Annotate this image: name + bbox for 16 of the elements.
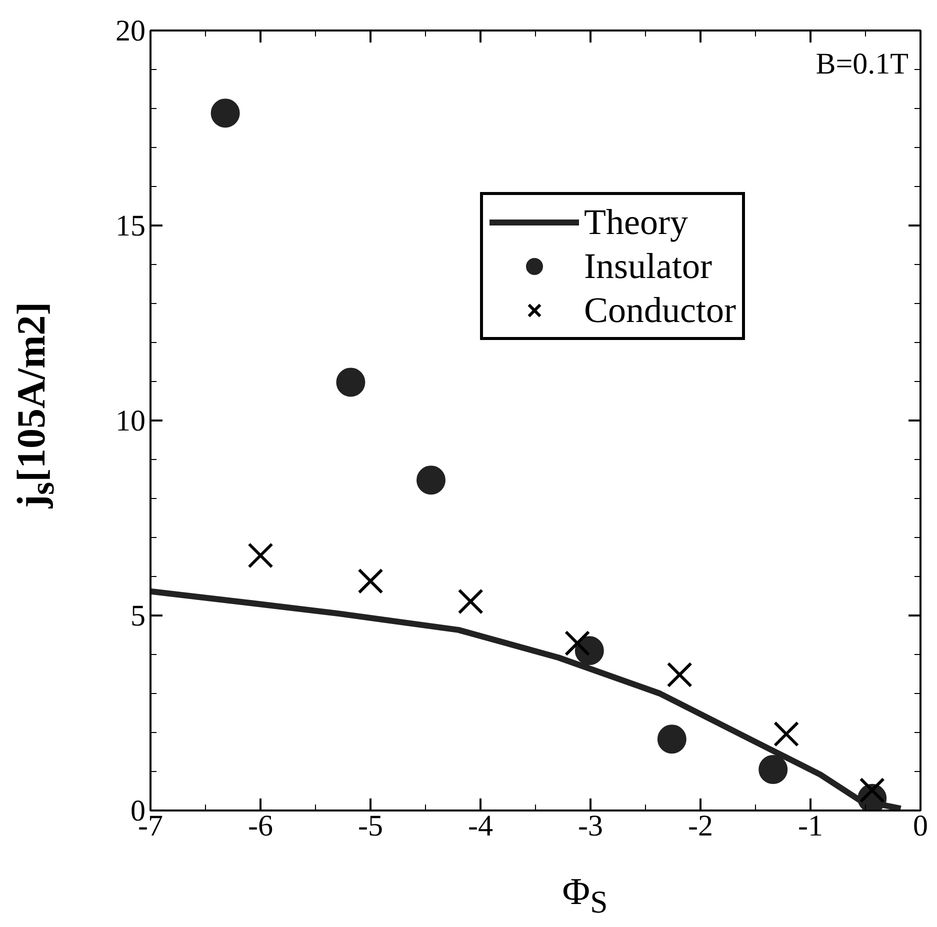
- y-tick-label: 5: [130, 600, 146, 632]
- legend-label: Conductor: [584, 289, 736, 331]
- y-tick-label: 20: [116, 14, 146, 48]
- x-tick-label: -6: [248, 810, 274, 842]
- y-tick-label: 15: [116, 210, 146, 242]
- x-axis-title: Φ$_{S}$: [561, 870, 609, 922]
- annotation: B=0.1T: [816, 48, 909, 80]
- x-tick-label: -2: [688, 810, 714, 842]
- x-tick-label: -4: [468, 810, 494, 842]
- legend-label: Insulator: [584, 245, 712, 287]
- x-tick-label: -5: [358, 810, 384, 842]
- x-tick-label: -1: [798, 810, 824, 842]
- x-tick-label: -3: [578, 810, 604, 842]
- legend-label: Theory: [584, 201, 688, 243]
- x-tick-label: 0: [913, 810, 928, 842]
- y-tick-label: 10: [116, 404, 146, 438]
